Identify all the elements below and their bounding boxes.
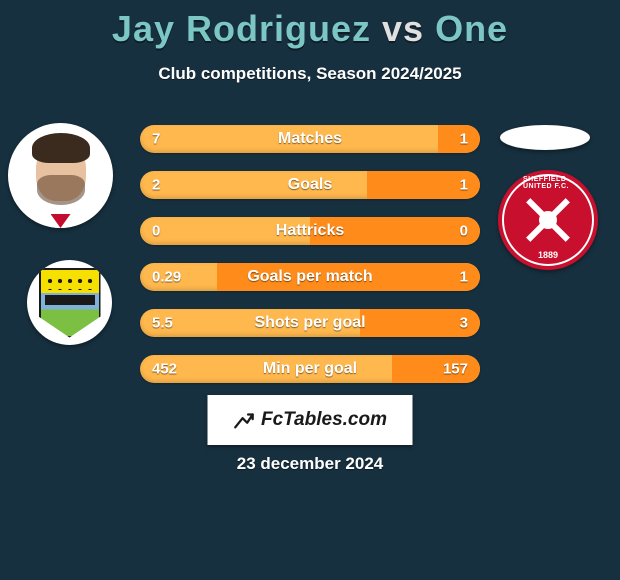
stat-row: 0 Hattricks 0 bbox=[140, 217, 480, 245]
infographic-date: 23 december 2024 bbox=[237, 454, 384, 474]
fctables-brand-text: FcTables.com bbox=[261, 409, 387, 431]
fctables-banner: FcTables.com bbox=[208, 395, 413, 445]
stat-row: 0.29 Goals per match 1 bbox=[140, 263, 480, 291]
player2-club-badge: SHEFFIELD UNITED F.C. 1889 bbox=[498, 170, 598, 270]
stat-label: Min per goal bbox=[263, 360, 357, 378]
comparison-title: Jay Rodriguez vs One bbox=[0, 0, 620, 50]
stats-container: 7 Matches 1 2 Goals 1 0 Hattricks 0 0.29 Goals per… bbox=[140, 125, 480, 401]
stat-value-right: 3 bbox=[460, 315, 468, 332]
title-vs: vs bbox=[382, 8, 424, 49]
stat-value-left: 5.5 bbox=[152, 315, 173, 332]
badge2-year: 1889 bbox=[538, 250, 558, 260]
stat-row: 7 Matches 1 bbox=[140, 125, 480, 153]
stat-value-left: 2 bbox=[152, 177, 160, 194]
stat-value-left: 7 bbox=[152, 131, 160, 148]
stat-label: Matches bbox=[278, 130, 342, 148]
player1-club-badge bbox=[27, 260, 112, 345]
stat-label: Hattricks bbox=[276, 222, 344, 240]
stat-row: 2 Goals 1 bbox=[140, 171, 480, 199]
stat-label: Goals bbox=[288, 176, 332, 194]
stat-row: 452 Min per goal 157 bbox=[140, 355, 480, 383]
stat-value-right: 0 bbox=[460, 223, 468, 240]
stat-value-right: 1 bbox=[460, 131, 468, 148]
stat-label: Shots per goal bbox=[254, 314, 365, 332]
player2-avatar bbox=[500, 125, 590, 150]
stat-value-left: 452 bbox=[152, 361, 177, 378]
stat-label: Goals per match bbox=[247, 268, 372, 286]
fctables-logo-icon bbox=[233, 409, 255, 431]
stat-value-right: 1 bbox=[460, 177, 468, 194]
stat-row: 5.5 Shots per goal 3 bbox=[140, 309, 480, 337]
subtitle: Club competitions, Season 2024/2025 bbox=[0, 64, 620, 84]
badge2-name: SHEFFIELD UNITED F.C. bbox=[523, 176, 573, 190]
stat-value-left: 0.29 bbox=[152, 269, 181, 286]
stat-value-left: 0 bbox=[152, 223, 160, 240]
title-player1: Jay Rodriguez bbox=[112, 8, 371, 49]
player1-avatar bbox=[8, 123, 113, 228]
stat-value-right: 1 bbox=[460, 269, 468, 286]
title-player2: One bbox=[435, 8, 508, 49]
stat-value-right: 157 bbox=[443, 361, 468, 378]
